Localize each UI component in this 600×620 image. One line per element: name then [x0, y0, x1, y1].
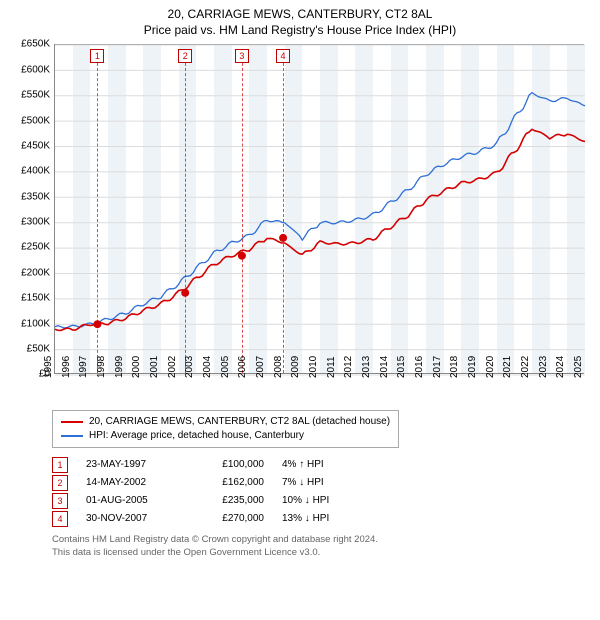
y-tick-label: £450K: [21, 140, 54, 151]
legend-label: 20, CARRIAGE MEWS, CANTERBURY, CT2 8AL (…: [89, 415, 390, 429]
event-marker: 4: [276, 49, 290, 63]
x-tick-label: 1995: [43, 356, 54, 378]
event-line: [283, 63, 284, 373]
x-tick-label: 2022: [520, 356, 531, 378]
y-tick-label: £150K: [21, 293, 54, 304]
x-tick-label: 1999: [114, 356, 125, 378]
y-tick-label: £250K: [21, 242, 54, 253]
x-tick-label: 2017: [432, 356, 443, 378]
legend-row: 20, CARRIAGE MEWS, CANTERBURY, CT2 8AL (…: [61, 415, 390, 429]
event-line: [185, 63, 186, 373]
event-number: 3: [52, 493, 68, 509]
event-row: 1 23-MAY-1997 £100,000 4% ↑ HPI: [52, 456, 590, 474]
chart-area: 1234 £0£50K£100K£150K£200K£250K£300K£350…: [54, 44, 584, 374]
event-number: 2: [52, 475, 68, 491]
x-tick-label: 2024: [555, 356, 566, 378]
event-delta: 7% ↓ HPI: [282, 474, 372, 492]
event-delta: 13% ↓ HPI: [282, 510, 372, 528]
x-tick-label: 2021: [502, 356, 513, 378]
x-tick-label: 2013: [361, 356, 372, 378]
event-marker: 2: [178, 49, 192, 63]
x-tick-label: 2018: [449, 356, 460, 378]
x-tick-label: 2010: [308, 356, 319, 378]
event-price: £100,000: [194, 456, 264, 474]
event-line: [242, 63, 243, 373]
x-tick-label: 2016: [414, 356, 425, 378]
legend-row: HPI: Average price, detached house, Cant…: [61, 429, 390, 443]
x-tick-label: 2005: [220, 356, 231, 378]
legend-swatch: [61, 421, 83, 423]
x-tick-label: 1997: [78, 356, 89, 378]
event-number: 1: [52, 457, 68, 473]
event-number: 4: [52, 511, 68, 527]
event-marker: 1: [90, 49, 104, 63]
y-tick-label: £200K: [21, 267, 54, 278]
y-tick-label: £650K: [21, 39, 54, 50]
attribution-line-2: This data is licensed under the Open Gov…: [52, 547, 590, 559]
event-marker: 3: [235, 49, 249, 63]
x-tick-label: 2004: [202, 356, 213, 378]
y-tick-label: £600K: [21, 64, 54, 75]
event-date: 01-AUG-2005: [86, 492, 176, 510]
event-date: 14-MAY-2002: [86, 474, 176, 492]
event-line: [97, 63, 98, 373]
event-price: £235,000: [194, 492, 264, 510]
x-tick-label: 2002: [167, 356, 178, 378]
x-tick-label: 2009: [290, 356, 301, 378]
event-table: 1 23-MAY-1997 £100,000 4% ↑ HPI 2 14-MAY-2002…: [52, 456, 590, 528]
x-tick-label: 2008: [273, 356, 284, 378]
chart-title: 20, CARRIAGE MEWS, CANTERBURY, CT2 8AL P…: [10, 6, 590, 38]
event-delta: 4% ↑ HPI: [282, 456, 372, 474]
x-tick-label: 2007: [255, 356, 266, 378]
event-delta: 10% ↓ HPI: [282, 492, 372, 510]
legend-label: HPI: Average price, detached house, Cant…: [89, 429, 304, 443]
y-tick-label: £300K: [21, 217, 54, 228]
event-row: 2 14-MAY-2002 £162,000 7% ↓ HPI: [52, 474, 590, 492]
attribution: Contains HM Land Registry data © Crown c…: [52, 534, 590, 559]
y-tick-label: £550K: [21, 90, 54, 101]
legend-swatch: [61, 435, 83, 437]
y-tick-label: £500K: [21, 115, 54, 126]
x-tick-label: 1996: [61, 356, 72, 378]
x-tick-label: 2000: [131, 356, 142, 378]
event-date: 30-NOV-2007: [86, 510, 176, 528]
event-price: £162,000: [194, 474, 264, 492]
x-tick-label: 1998: [96, 356, 107, 378]
plot-svg: [55, 45, 585, 375]
plot-box: 1 2 3 4: [54, 44, 584, 374]
legend: 20, CARRIAGE MEWS, CANTERBURY, CT2 8AL (…: [52, 410, 399, 448]
x-tick-label: 2025: [573, 356, 584, 378]
y-tick-label: £400K: [21, 166, 54, 177]
title-line-2: Price paid vs. HM Land Registry's House …: [10, 22, 590, 38]
event-row: 4 30-NOV-2007 £270,000 13% ↓ HPI: [52, 510, 590, 528]
attribution-line-1: Contains HM Land Registry data © Crown c…: [52, 534, 590, 546]
x-tick-label: 2003: [184, 356, 195, 378]
x-tick-label: 2011: [326, 357, 337, 379]
x-tick-label: 2023: [538, 356, 549, 378]
event-price: £270,000: [194, 510, 264, 528]
x-tick-label: 2012: [343, 356, 354, 378]
event-row: 3 01-AUG-2005 £235,000 10% ↓ HPI: [52, 492, 590, 510]
y-tick-label: £50K: [27, 343, 54, 354]
x-tick-label: 2006: [237, 356, 248, 378]
event-date: 23-MAY-1997: [86, 456, 176, 474]
y-tick-label: £350K: [21, 191, 54, 202]
x-tick-label: 2020: [485, 356, 496, 378]
x-tick-label: 2014: [379, 356, 390, 378]
x-tick-label: 2001: [149, 356, 160, 378]
x-tick-label: 2019: [467, 356, 478, 378]
y-tick-label: £100K: [21, 318, 54, 329]
x-tick-label: 2015: [396, 356, 407, 378]
title-line-1: 20, CARRIAGE MEWS, CANTERBURY, CT2 8AL: [10, 6, 590, 22]
